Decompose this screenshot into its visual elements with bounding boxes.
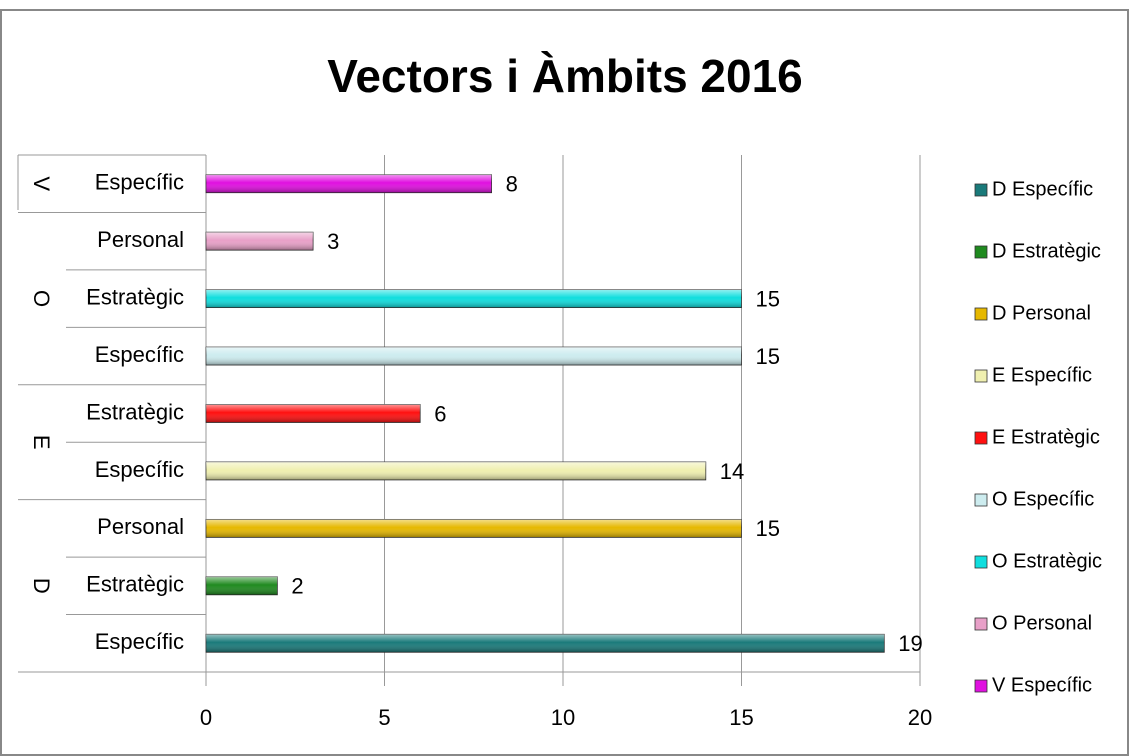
legend-swatch — [974, 369, 988, 383]
bar-shade — [206, 404, 421, 423]
legend-label: O Estratègic — [992, 550, 1102, 572]
y-tick-label: Específic — [95, 629, 184, 654]
value-label: 19 — [898, 631, 922, 656]
y-tick-label: Personal — [97, 227, 184, 252]
y-tick-label: Estratègic — [86, 284, 184, 309]
legend-swatch — [974, 245, 988, 259]
y-tick-label: Específic — [95, 342, 184, 367]
bar-shade — [206, 634, 885, 653]
bar-shade — [206, 347, 742, 366]
group-label: E — [29, 435, 54, 450]
legend-label: D Personal — [992, 302, 1091, 324]
y-tick-label: Estratègic — [86, 572, 184, 597]
legend-swatch — [974, 617, 988, 631]
bar-shade — [206, 174, 492, 193]
legend-swatch — [974, 679, 988, 693]
value-label: 8 — [506, 172, 518, 197]
bar-shade — [206, 232, 314, 251]
legend-label: E Estratègic — [992, 426, 1100, 448]
legend-label: D Específic — [992, 178, 1093, 200]
x-tick-label: 5 — [378, 705, 390, 730]
legend-swatch — [974, 183, 988, 197]
bar-shade — [206, 576, 278, 595]
chart-title: Vectors i Àmbits 2016 — [327, 50, 803, 102]
group-label: O — [29, 290, 54, 307]
value-label: 3 — [327, 229, 339, 254]
y-tick-label: Personal — [97, 514, 184, 539]
value-label: 2 — [291, 574, 303, 599]
bar-shade — [206, 461, 706, 480]
y-tick-label: Específic — [95, 457, 184, 482]
value-label: 15 — [756, 344, 780, 369]
legend-label: O Personal — [992, 612, 1092, 634]
y-tick-label: Estratègic — [86, 399, 184, 424]
legend-label: V Específic — [992, 674, 1092, 696]
legend-swatch — [974, 555, 988, 569]
bar-shade — [206, 289, 742, 308]
legend-label: E Específic — [992, 364, 1092, 386]
y-tick-label: Específic — [95, 170, 184, 195]
legend-swatch — [974, 307, 988, 321]
group-label: V — [29, 176, 54, 191]
chart-frame — [0, 9, 1129, 756]
group-label: D — [29, 578, 54, 594]
legend-swatch — [974, 493, 988, 507]
x-tick-label: 20 — [908, 705, 932, 730]
value-label: 6 — [434, 401, 446, 426]
value-label: 15 — [756, 516, 780, 541]
x-tick-label: 0 — [200, 705, 212, 730]
legend-label: O Específic — [992, 488, 1094, 510]
x-tick-label: 15 — [729, 705, 753, 730]
value-label: 14 — [720, 459, 744, 484]
legend-label: D Estratègic — [992, 240, 1101, 262]
legend-swatch — [974, 431, 988, 445]
x-tick-label: 10 — [551, 705, 575, 730]
bar-shade — [206, 519, 742, 538]
value-label: 15 — [756, 286, 780, 311]
